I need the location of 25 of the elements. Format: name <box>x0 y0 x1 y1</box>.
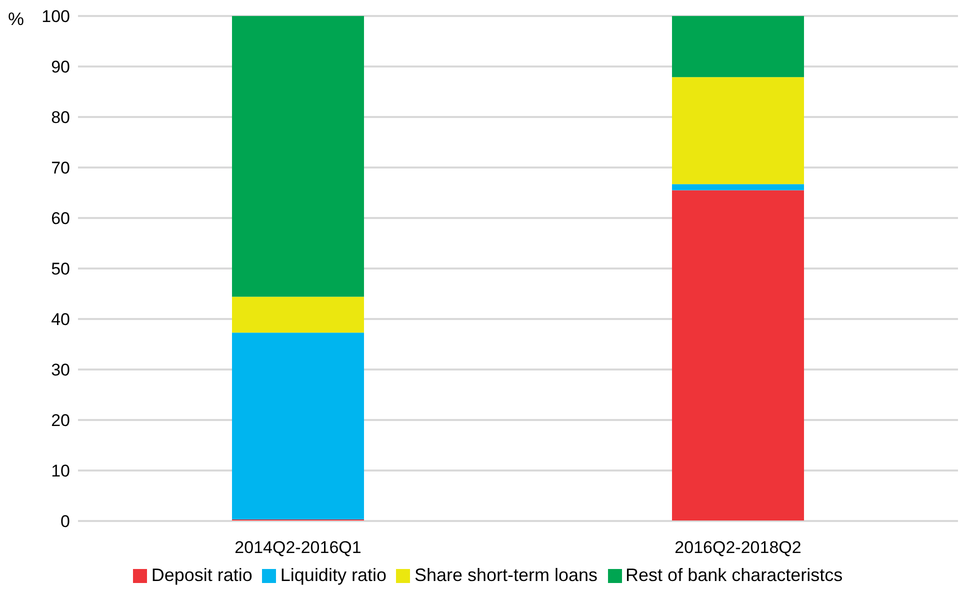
y-axis-title: % <box>8 9 24 30</box>
bar <box>672 16 804 78</box>
bar <box>672 77 804 184</box>
legend-label: Rest of bank characteristcs <box>626 565 843 585</box>
bar <box>672 190 804 521</box>
y-tick-label: 80 <box>51 108 70 128</box>
legend-label: Liquidity ratio <box>280 565 386 585</box>
bar <box>232 332 364 520</box>
y-tick-label: 40 <box>51 310 70 330</box>
x-tick-label: 2014Q2-2016Q1 <box>234 538 362 558</box>
y-tick-label: 60 <box>51 209 70 228</box>
legend-label: Share short-term loans <box>414 565 598 585</box>
y-tick-label: 50 <box>51 260 70 279</box>
y-tick-label: 10 <box>51 462 70 481</box>
legend-label: Deposit ratio <box>151 565 252 585</box>
x-tick-label: 2016Q2-2018Q2 <box>674 538 802 558</box>
y-tick-label: 100 <box>42 7 70 26</box>
y-tick-label: 90 <box>51 58 70 77</box>
bar <box>672 184 804 190</box>
bar <box>232 16 364 297</box>
y-tick-label: 30 <box>51 360 70 380</box>
y-tick-label: 70 <box>51 158 70 178</box>
y-tick-label: 20 <box>51 411 70 430</box>
bar <box>232 296 364 333</box>
y-tick-label: 0 <box>60 512 70 532</box>
